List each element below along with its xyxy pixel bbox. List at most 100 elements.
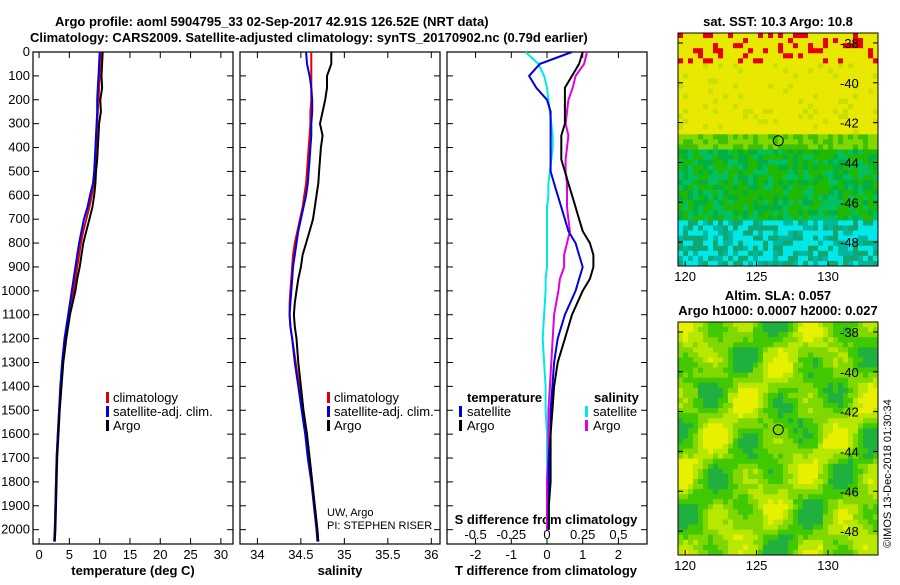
map-cell — [723, 195, 729, 201]
map-cell — [843, 362, 849, 368]
map-cell — [873, 139, 879, 145]
map-cell — [853, 448, 859, 454]
map-cell — [868, 327, 874, 333]
map-cell — [768, 195, 774, 201]
map-cell — [778, 144, 784, 150]
map-cell — [808, 428, 814, 434]
s-tick-label: 0.5 — [609, 527, 627, 542]
map-cell — [678, 164, 684, 171]
map-cell — [698, 58, 704, 64]
map-cell — [698, 342, 704, 348]
map-cell — [838, 519, 844, 525]
map-cell — [813, 53, 819, 59]
map-cell — [698, 443, 704, 449]
map-cell — [793, 164, 799, 171]
map-cell — [868, 220, 874, 226]
map-cell — [688, 205, 694, 211]
map-cell — [728, 438, 734, 444]
map-cell — [788, 78, 794, 84]
map-cell — [863, 387, 869, 394]
map-cell — [708, 68, 714, 74]
map-cell — [718, 519, 724, 525]
map-cell — [758, 53, 764, 59]
map-cell — [753, 58, 759, 64]
map-cell — [753, 514, 759, 520]
map-cell — [728, 332, 734, 338]
map-cell — [848, 225, 854, 231]
map-cell — [703, 260, 709, 267]
map-cell — [833, 119, 839, 125]
map-cell — [798, 433, 804, 439]
map-cell — [713, 468, 719, 475]
map-cell — [728, 499, 734, 505]
map-cell — [838, 448, 844, 454]
map-cell — [768, 184, 774, 191]
map-cell — [868, 544, 874, 551]
map-cell — [868, 43, 874, 49]
map-cell — [743, 235, 749, 241]
map-cell — [858, 200, 864, 206]
map-cell — [868, 240, 874, 247]
map-cell — [848, 418, 854, 424]
map-cell — [698, 48, 704, 54]
map-cell — [843, 382, 849, 389]
map-cell — [718, 397, 724, 404]
map-cell — [683, 33, 689, 39]
map-cell — [813, 443, 819, 449]
map-cell — [703, 235, 709, 241]
map-cell — [818, 367, 824, 373]
map-cell — [718, 63, 724, 69]
map-cell — [768, 63, 774, 69]
map-cell — [698, 103, 704, 110]
map-cell — [748, 403, 754, 409]
map-cell — [838, 463, 844, 470]
map-cell — [693, 403, 699, 409]
map-cell — [858, 524, 864, 530]
map-cell — [723, 38, 729, 44]
map-cell — [768, 463, 774, 470]
map-cell — [763, 225, 769, 231]
map-cell — [763, 134, 769, 140]
map-cell — [763, 159, 769, 165]
map-cell — [688, 174, 694, 181]
map-cell — [808, 534, 814, 541]
map-cell — [828, 139, 834, 145]
map-cell — [678, 174, 684, 181]
map-cell — [713, 88, 719, 95]
map-cell — [858, 473, 864, 480]
map-cell — [713, 230, 719, 236]
map-cell — [698, 524, 704, 530]
map-cell — [828, 357, 834, 363]
map-cell — [748, 48, 754, 54]
map-cell — [823, 260, 829, 267]
map-cell — [788, 240, 794, 247]
map-cell — [858, 174, 864, 181]
map-cell — [843, 357, 849, 363]
map-cell — [678, 347, 684, 353]
map-cell — [693, 372, 699, 379]
map-cell — [703, 200, 709, 206]
map-cell — [813, 169, 819, 176]
map-cell — [723, 509, 729, 515]
map-cell — [723, 332, 729, 338]
map-cell — [733, 245, 739, 252]
map-cell — [838, 433, 844, 439]
map-cell — [793, 184, 799, 191]
map-cell — [678, 357, 684, 363]
map-cell — [718, 98, 724, 105]
map-cell — [748, 453, 754, 460]
map-cell — [758, 255, 764, 262]
map-cell — [733, 83, 739, 90]
map-cell — [813, 382, 819, 389]
map-cell — [833, 479, 839, 485]
map-cell — [773, 240, 779, 247]
map-cell — [833, 33, 839, 39]
map-cell — [728, 124, 734, 130]
map-cell — [853, 139, 859, 145]
map-cell — [733, 519, 739, 525]
map-cell — [853, 539, 859, 546]
map-cell — [763, 235, 769, 241]
map-cell — [808, 215, 814, 221]
map-cell — [768, 372, 774, 379]
map-cell — [858, 225, 864, 231]
